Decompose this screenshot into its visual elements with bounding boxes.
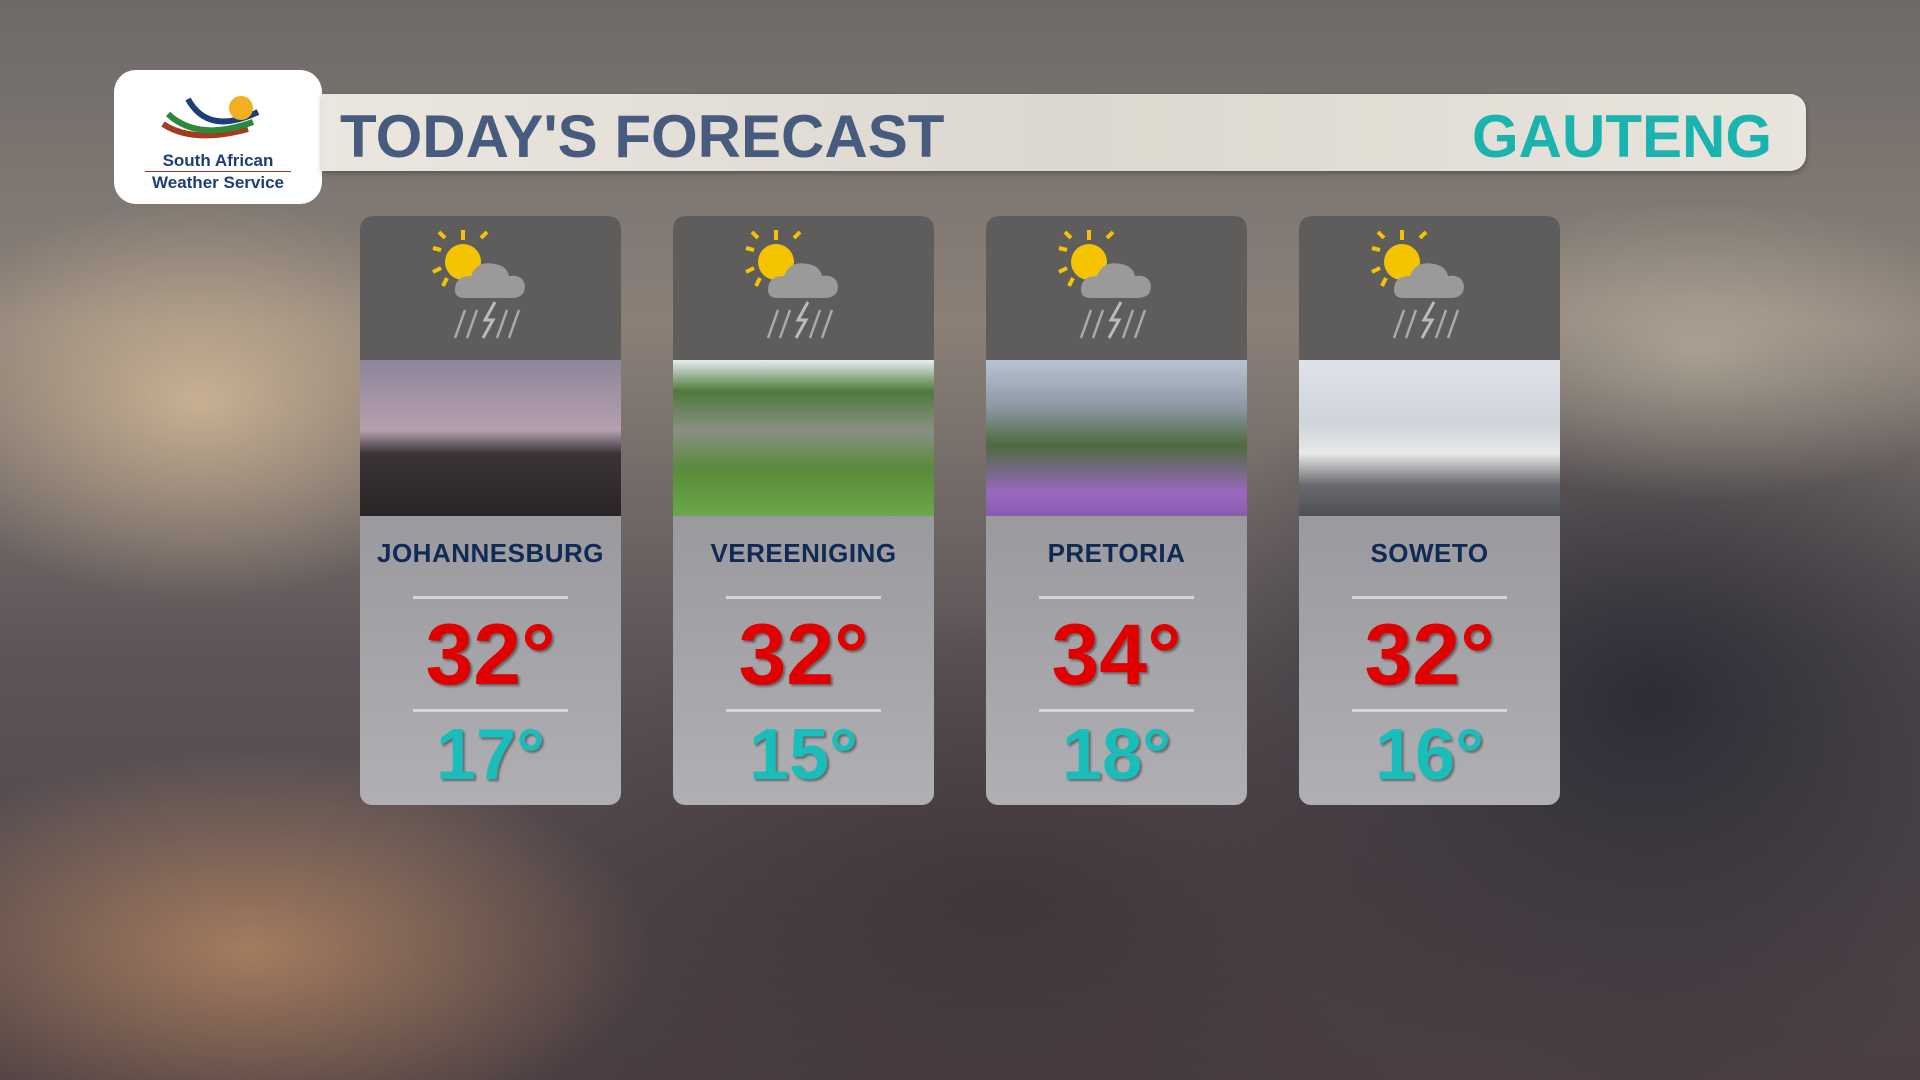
sun-cloud-thunderstorm-icon [431,228,551,348]
page-title: TODAY'S FORECAST [340,103,945,170]
high-temp: 32° [738,607,869,703]
city-photo [986,360,1247,516]
icon-area [986,216,1247,360]
low-temp: 18° [1062,715,1171,795]
divider [1039,596,1194,599]
divider [413,709,568,712]
forecast-card-johannesburg: JOHANNESBURG 32° 17° [360,216,621,805]
city-name: VEREENIGING [710,538,897,568]
region-title: GAUTENG [1472,103,1772,170]
forecast-card-soweto: SOWETO 32° 16° [1299,216,1560,805]
high-temp: 32° [425,607,556,703]
header-bar: TODAY'S FORECAST GAUTENG [322,94,1806,171]
low-temp: 16° [1375,715,1484,795]
logo-line1: South African [162,151,274,170]
icon-area [673,216,934,360]
sun-cloud-thunderstorm-icon [1370,228,1490,348]
saws-logo: South African Weather Service [114,70,322,204]
divider [726,596,881,599]
divider [1039,709,1194,712]
divider [413,596,568,599]
sun-cloud-thunderstorm-icon [744,228,864,348]
forecast-card-vereeniging: VEREENIGING 32° 15° [673,216,934,805]
saws-emblem-icon [161,96,260,139]
icon-area [360,216,621,360]
sun-cloud-thunderstorm-icon [1057,228,1177,348]
city-photo [360,360,621,516]
city-photo [1299,360,1560,516]
high-temp: 32° [1364,607,1495,703]
high-temp: 34° [1051,607,1182,703]
city-name: PRETORIA [1047,538,1186,568]
city-name: JOHANNESBURG [376,538,605,568]
logo-line2: Weather Service [152,173,284,192]
divider [1352,709,1507,712]
city-photo [673,360,934,516]
divider [1352,596,1507,599]
icon-area [1299,216,1560,360]
forecast-card-pretoria: PRETORIA 34° 18° [986,216,1247,805]
low-temp: 15° [749,715,858,795]
low-temp: 17° [436,715,545,795]
divider [726,709,881,712]
city-name: SOWETO [1370,538,1489,568]
